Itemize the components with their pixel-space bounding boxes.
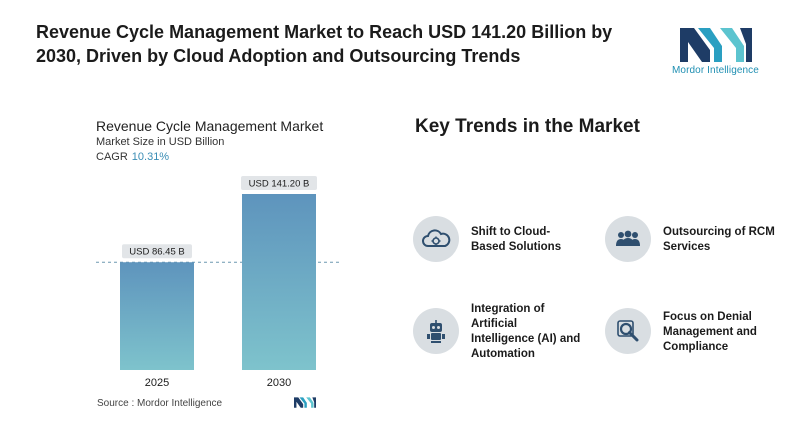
x-tick-label: 2030 (267, 377, 291, 389)
magnifier-icon (605, 308, 651, 354)
headline: Revenue Cycle Management Market to Reach… (36, 22, 613, 66)
data-label-bg (122, 244, 192, 259)
source-label: Source : (97, 398, 135, 409)
cagr-value: 10.31% (131, 151, 170, 163)
team-icon (605, 216, 651, 262)
trend-label-line: Intelligence (AI) and (471, 333, 581, 345)
data-label: USD 86.45 B (129, 247, 184, 258)
cagr-label: CAGR (96, 151, 128, 163)
trend-label-outsourcing: Outsourcing of RCM Services (663, 225, 775, 255)
data-label: USD 141.20 B (249, 179, 310, 190)
cloud-icon (413, 216, 459, 262)
chart-cagr: CAGR 10.31% (96, 151, 169, 163)
source-note: Source : Mordor Intelligence (97, 398, 222, 409)
trends-title: Key Trends in the Market (415, 116, 640, 137)
trend-label-line: Management and (663, 326, 757, 338)
bar-2030 (242, 194, 316, 370)
data-label-bg (241, 176, 317, 190)
trend-label-denial: Focus on Denial Management and Complianc… (663, 310, 757, 355)
logo-text: Mordor Intelligence (672, 65, 759, 76)
x-tick-label: 2025 (145, 377, 169, 389)
logo-icon (680, 28, 752, 62)
trend-label-line: Focus on Denial (663, 311, 752, 323)
trend-label-line: Shift to Cloud- (471, 226, 551, 238)
trend-label-line: Integration of (471, 303, 545, 315)
bar-2025 (120, 262, 194, 370)
trend-label-line: Artificial (471, 318, 518, 330)
trend-label-ai: Integration of Artificial Intelligence (… (471, 302, 580, 362)
trend-label-line: Compliance (663, 341, 729, 353)
trend-label-line: Services (663, 241, 711, 253)
trend-label-line: Outsourcing of RCM (663, 226, 775, 238)
trend-label-cloud: Shift to Cloud- Based Solutions (471, 225, 561, 255)
trend-label-line: Based Solutions (471, 241, 562, 253)
robot-icon (413, 308, 459, 354)
source-logo-icon (294, 397, 316, 408)
chart-title: Revenue Cycle Management Market (96, 118, 324, 134)
trend-label-line: Automation (471, 348, 535, 360)
chart-subtitle: Market Size in USD Billion (96, 136, 225, 148)
source-value: Mordor Intelligence (137, 398, 223, 409)
mordor-intelligence-logo: Mordor Intelligence (672, 24, 764, 80)
